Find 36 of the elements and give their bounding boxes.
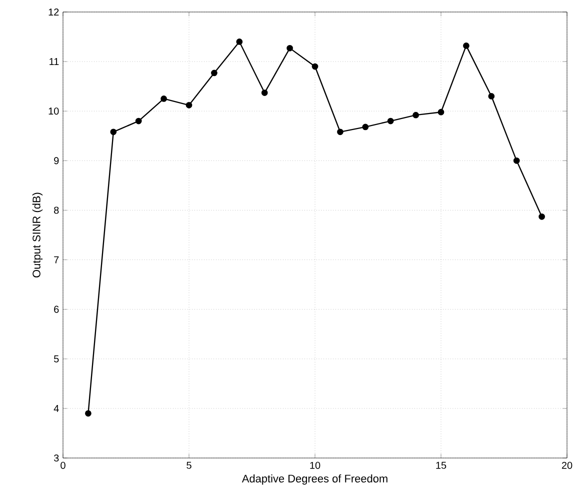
y-tick-label: 12 [48, 8, 59, 16]
point [312, 63, 318, 70]
point [362, 124, 369, 130]
y-tick-label: 11 [50, 58, 59, 65]
x-axis-title: Adaptive Degrees of Freedom [242, 474, 388, 485]
point [211, 70, 218, 76]
point [110, 128, 117, 136]
y-tick-label: 8 [54, 206, 59, 214]
x-tick-label: 20 [562, 462, 572, 469]
y-tick-label: 9 [54, 157, 59, 164]
point [337, 128, 344, 136]
x-tick-label: 10 [310, 462, 320, 469]
point [488, 93, 495, 100]
point [412, 112, 419, 118]
point [513, 157, 520, 164]
point [387, 118, 394, 124]
point [85, 410, 92, 417]
y-tick-label: 5 [54, 355, 59, 362]
point [236, 38, 243, 45]
x-tick-label: 0 [60, 462, 66, 469]
y-tick-label: 10 [48, 108, 59, 115]
x-tick-label: 5 [186, 462, 192, 469]
y-axis-title: Output SINR (dB) [32, 192, 43, 278]
y-tick-label: 6 [54, 306, 59, 313]
point [261, 90, 268, 96]
point [438, 108, 444, 116]
point [286, 44, 293, 52]
point [463, 42, 470, 49]
y-tick-label: 3 [54, 454, 59, 462]
point [186, 102, 192, 108]
point [135, 118, 142, 124]
x-tick-label: 15 [436, 462, 446, 469]
y-tick-label: 7 [54, 256, 59, 264]
point [538, 213, 545, 220]
point [160, 96, 167, 102]
y-tick-label: 4 [54, 405, 59, 412]
